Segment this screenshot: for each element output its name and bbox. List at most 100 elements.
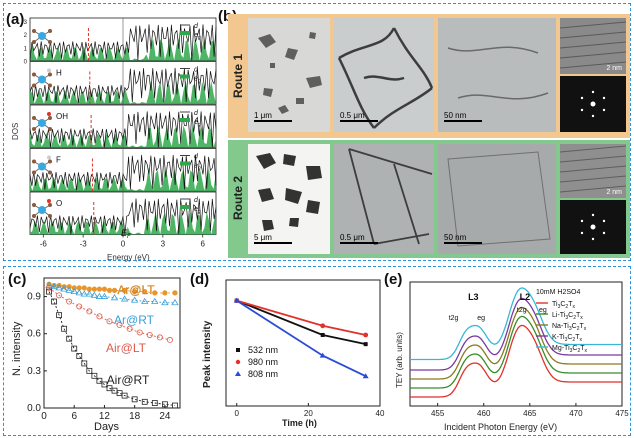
molecule-center-atom — [38, 75, 46, 84]
legend-d-label: d — [194, 197, 199, 204]
route1-fft-image — [560, 76, 626, 132]
legend-label: 808 nm — [248, 369, 278, 379]
data-point — [121, 287, 128, 293]
molecule-atom — [32, 159, 36, 164]
molecule-atom — [48, 40, 52, 44]
data-point — [166, 336, 173, 343]
x-tick-label: 40 — [376, 409, 385, 418]
molecule-atom — [32, 29, 36, 33]
data-point — [106, 318, 113, 325]
route2-tem-low-image: 0.5 μm — [334, 144, 434, 254]
series-label: Ar@LT — [117, 283, 155, 297]
scale-bar-r2-4: 2 nm — [606, 189, 622, 196]
data-point — [363, 342, 368, 347]
l3-label: L3 — [468, 292, 479, 302]
panel-e-label: (e) — [384, 271, 402, 288]
route1-hrtem-image: 2 nm — [560, 18, 626, 74]
data-point — [66, 298, 73, 305]
spectrum-line — [410, 297, 622, 371]
data-point — [172, 290, 178, 296]
data-point — [172, 402, 178, 409]
molecule-atom — [32, 40, 36, 44]
molecule-atom — [48, 159, 52, 164]
x-tick-label: 20 — [304, 409, 313, 418]
termination-label: F — [56, 156, 61, 165]
eg-dos-fill — [30, 211, 216, 235]
y-tick-label: 0.9 — [27, 292, 41, 303]
legend-eg-swatch — [180, 31, 190, 35]
legend-label: 532 nm — [248, 345, 278, 355]
data-point — [130, 296, 139, 303]
data-point — [46, 288, 52, 295]
data-point — [46, 284, 53, 291]
scale-bar-r2-2: 0.5 μm — [340, 233, 365, 242]
spectrum-line — [410, 324, 622, 398]
x-tick-label: 460 — [477, 409, 491, 418]
x-tick-label: 3 — [161, 240, 166, 249]
molecule-atom — [32, 203, 36, 207]
x-tick-label: 0 — [235, 409, 240, 418]
molecule-atom — [48, 127, 52, 131]
route1-tem-high-image: 50 nm — [438, 18, 556, 132]
route2-hrtem-image: 2 nm — [560, 144, 626, 198]
plot-frame — [43, 277, 181, 409]
molecule-icon — [32, 29, 52, 44]
molecule-center-atom — [38, 206, 46, 214]
x-tick-label: 12 — [99, 411, 111, 422]
data-point — [76, 303, 83, 310]
legend-marker — [235, 359, 241, 365]
y-tick-label: 0 — [24, 60, 28, 66]
data-point — [60, 285, 68, 292]
dos-row: d eg — [29, 17, 217, 61]
data-point — [86, 367, 93, 374]
data-point — [106, 287, 113, 293]
molecule-ligand — [47, 68, 51, 73]
panel-b: (b) Route 1 1 μm 0.5 μm 50 nm 2 nm Route… — [218, 6, 630, 258]
route1-label: Route 1 — [231, 54, 245, 99]
data-point — [161, 298, 169, 306]
legend-eg-swatch — [180, 161, 190, 166]
data-point — [320, 332, 325, 337]
molecule-atom — [48, 29, 52, 33]
legend-eg-label: eg — [194, 76, 201, 85]
data-point — [86, 286, 92, 292]
y-tick-label: 0.6 — [27, 329, 41, 340]
data-point — [111, 287, 118, 293]
data-point — [141, 297, 149, 304]
panel-c-chart: (c) N. intensity Days 0 6 12 18 24 0.0 0.3 0.6 0… — [8, 271, 181, 433]
eg-dos-fill — [30, 80, 216, 104]
panel-a-dos-plot: (a) DOS Energy (eV) d eg H d eg OH d eg F d eg O d eg… — [6, 11, 217, 262]
data-point — [320, 323, 326, 329]
t2g-l2-label: t2g — [517, 307, 527, 314]
scale-bar-r2-3: 50 nm — [444, 233, 467, 242]
panel-e-y-label: TEY (arb. units) — [395, 332, 404, 388]
x-tick-label: -6 — [40, 240, 48, 249]
panel-d-x-label: Time (h) — [282, 418, 317, 428]
data-point — [50, 282, 58, 290]
eg-l2-label: eg — [539, 307, 547, 314]
legend-label: Na-Ti3C2Tx — [552, 323, 587, 332]
data-point — [151, 400, 158, 406]
panel-d-y-label: Peak intensity — [202, 320, 213, 388]
l2-label: L2 — [520, 292, 531, 302]
data-point — [81, 285, 87, 291]
data-point — [51, 298, 57, 305]
data-point — [75, 289, 83, 296]
data-point — [152, 290, 158, 296]
route2-flakes-image: 5 μm — [248, 144, 330, 254]
route2-tem-high-image: 50 nm — [438, 144, 556, 254]
molecule-atom — [32, 170, 36, 175]
molecule-atom — [48, 203, 52, 207]
data-point — [61, 325, 68, 332]
molecule-atom — [48, 72, 52, 77]
y-tick-label: 0.3 — [27, 366, 41, 377]
molecule-icon — [32, 68, 52, 88]
x-tick-label: -3 — [80, 240, 88, 249]
data-point — [90, 291, 99, 298]
data-point — [66, 335, 73, 342]
molecule-atom — [48, 214, 52, 218]
molecule-icon — [32, 112, 52, 131]
legend-d-label: d — [194, 110, 199, 117]
legend-label: Li-Ti3C2Tx — [552, 312, 583, 321]
data-point — [86, 308, 93, 315]
